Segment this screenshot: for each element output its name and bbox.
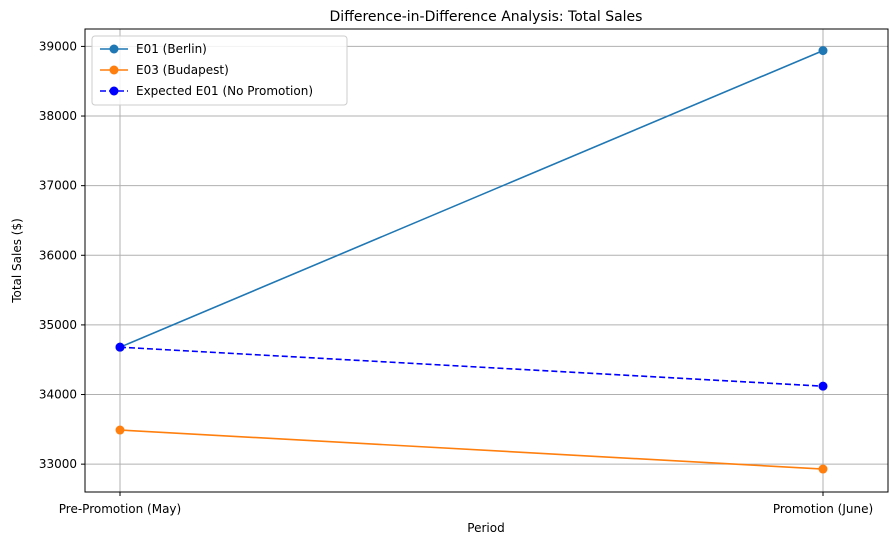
y-tick-label: 33000 [39,457,77,471]
plot-frame [84,28,889,493]
x-tick-label: Promotion (June) [773,502,873,516]
series-line [119,429,824,470]
chart-title: Difference-in-Difference Analysis: Total… [330,9,643,25]
series-line [119,346,824,387]
legend-label: E01 (Berlin) [136,42,207,56]
data-point [818,464,828,474]
y-tick-label: 37000 [39,179,77,193]
data-point [818,46,828,56]
data-point [115,342,125,352]
y-tick-label: 34000 [39,388,77,402]
legend-marker [109,44,119,54]
legend-label: E03 (Budapest) [136,63,229,77]
legend-box [91,35,348,106]
data-point [115,425,125,435]
x-tick-label: Pre-Promotion (May) [59,502,181,516]
y-tick-label: 38000 [39,109,77,123]
y-tick-label: 35000 [39,318,77,332]
legend: E01 (Berlin) E03 (Budapest) Expected E01 (… [91,35,348,106]
y-axis-label: Total Sales ($) [10,218,24,304]
y-tick-label: 36000 [39,248,77,262]
x-axis-label: Period [467,521,504,535]
y-axis-ticks: 33000 34000 35000 36000 37000 38000 39000 [39,39,85,471]
legend-marker [109,65,119,75]
legend-marker [109,86,119,96]
series-line [119,49,824,348]
legend-label: Expected E01 (No Promotion) [136,84,313,98]
series-layer [115,46,828,474]
x-axis-ticks: Pre-Promotion (May) Promotion (June) [59,492,873,516]
data-point [818,381,828,391]
y-tick-label: 39000 [39,39,77,53]
